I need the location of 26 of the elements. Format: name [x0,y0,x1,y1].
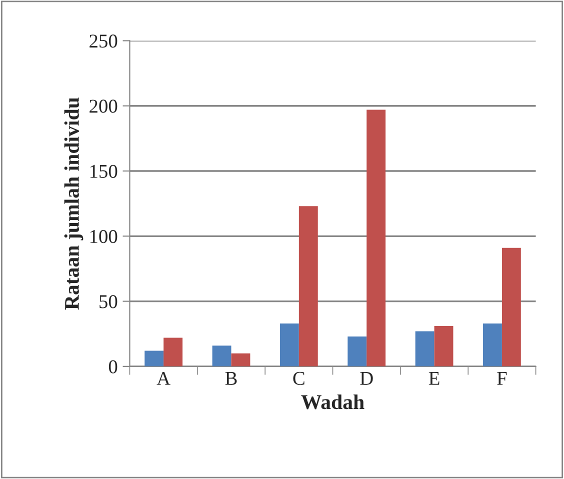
bar [415,331,434,366]
x-tick-label: C [293,372,304,385]
bar [434,326,454,366]
bar [164,338,183,366]
y-tick-label: 150 [90,164,118,178]
bar [280,323,299,366]
y-tick-label: 250 [90,34,118,48]
bar [502,248,521,366]
x-tick-label: E [428,372,440,385]
bar [212,346,232,366]
x-tick-label: F [497,372,507,385]
bar [483,323,502,366]
bar [231,353,250,366]
y-axis-title: Rataan jumlah individu [64,98,84,310]
y-tick-label: 100 [90,230,118,244]
y-tick-label: 50 [100,295,118,308]
x-tick-label: B [225,372,237,385]
bar [298,206,318,366]
x-tick-label: A [156,372,170,385]
bar [366,110,386,366]
y-tick-label: 0 [108,360,118,374]
y-tick-label: 200 [90,100,118,113]
bar [144,350,164,366]
bar [348,336,367,366]
x-axis-title: Wadah [301,394,364,410]
x-tick-label: D [360,372,373,385]
